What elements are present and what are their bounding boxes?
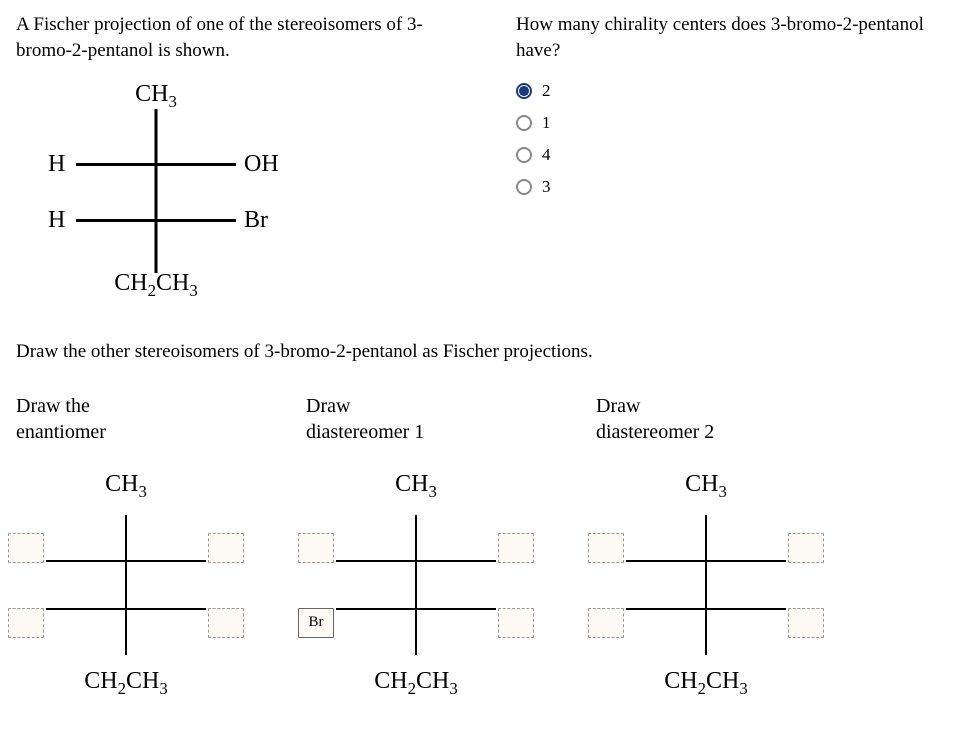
vertical-line [705, 515, 707, 655]
substituent-input-r1_left[interactable] [8, 533, 44, 563]
column-title: Drawdiastereomer 1 [306, 393, 424, 445]
horizontal-line-1 [46, 560, 206, 562]
horizontal-line-1 [626, 560, 786, 562]
radio-circle-icon [516, 83, 532, 99]
vertical-line [415, 515, 417, 655]
radio-label: 3 [542, 177, 551, 197]
skeleton-bottom-label: CH2CH3 [374, 668, 457, 699]
given-bottom-label: CH2CH3 [114, 270, 197, 301]
stereoisomer-column-0: Draw theenantiomer CH3CH2CH3 [16, 393, 236, 695]
skeleton-top-label: CH3 [395, 471, 437, 502]
intro-text: A Fischer projection of one of the stere… [16, 12, 476, 63]
skeleton-top-label: CH3 [685, 471, 727, 502]
substituent-input-r1_left[interactable] [298, 533, 334, 563]
substituent-input-r2_right[interactable] [498, 608, 534, 638]
substituent-input-r1_right[interactable] [788, 533, 824, 563]
horizontal-line-2 [46, 608, 206, 610]
radio-circle-icon [516, 115, 532, 131]
substituent-input-r2_right[interactable] [788, 608, 824, 638]
fischer-skeleton: CH3CH2CH3 [596, 475, 816, 695]
given-fischer-projection: CH3 H OH H Br CH2CH3 [46, 81, 266, 301]
horizontal-line-1 [76, 163, 236, 166]
radio-option-3[interactable]: 3 [516, 177, 939, 197]
substituent-input-r1_right[interactable] [208, 533, 244, 563]
horizontal-line-1 [336, 560, 496, 562]
substituent-input-r2_left[interactable] [588, 608, 624, 638]
given-top-label: CH3 [135, 81, 177, 112]
column-title: Drawdiastereomer 2 [596, 393, 714, 445]
given-r2-right: Br [244, 207, 268, 234]
skeleton-bottom-label: CH2CH3 [84, 668, 167, 699]
horizontal-line-2 [626, 608, 786, 610]
skeleton-top-label: CH3 [105, 471, 147, 502]
stereoisomer-column-1: Drawdiastereomer 1 CH3BrCH2CH3 [306, 393, 526, 695]
radio-option-0[interactable]: 2 [516, 81, 939, 101]
substituent-input-r2_left[interactable] [8, 608, 44, 638]
given-r1-left: H [48, 151, 65, 178]
question-text: How many chirality centers does 3-bromo-… [516, 12, 939, 63]
radio-circle-icon [516, 179, 532, 195]
substituent-input-r2_left[interactable]: Br [298, 608, 334, 638]
fischer-skeleton: CH3CH2CH3 [16, 475, 236, 695]
column-title: Draw theenantiomer [16, 393, 106, 445]
radio-label: 1 [542, 113, 551, 133]
skeleton-bottom-label: CH2CH3 [664, 668, 747, 699]
substituent-input-r1_right[interactable] [498, 533, 534, 563]
given-r2-left: H [48, 207, 65, 234]
radio-circle-icon [516, 147, 532, 163]
stereoisomer-column-2: Drawdiastereomer 2 CH3CH2CH3 [596, 393, 816, 695]
vertical-line [155, 109, 158, 273]
radio-label: 4 [542, 145, 551, 165]
horizontal-line-2 [76, 219, 236, 222]
radio-option-2[interactable]: 4 [516, 145, 939, 165]
draw-instruction: Draw the other stereoisomers of 3-bromo-… [16, 341, 939, 363]
radio-group: 2 1 4 3 [516, 81, 939, 197]
radio-option-1[interactable]: 1 [516, 113, 939, 133]
substituent-input-r1_left[interactable] [588, 533, 624, 563]
given-r1-right: OH [244, 151, 279, 178]
fischer-skeleton: CH3BrCH2CH3 [306, 475, 526, 695]
substituent-input-r2_right[interactable] [208, 608, 244, 638]
vertical-line [125, 515, 127, 655]
horizontal-line-2 [336, 608, 496, 610]
radio-label: 2 [542, 81, 551, 101]
